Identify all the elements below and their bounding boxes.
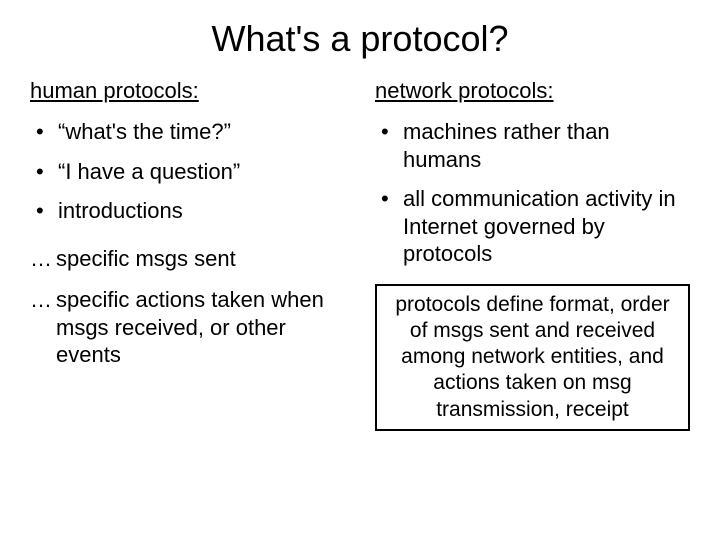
- list-item: …specific actions taken when msgs receiv…: [30, 286, 345, 369]
- ellipsis-icon: …: [30, 245, 52, 273]
- right-bullet-list: machines rather than humans all communic…: [377, 118, 690, 268]
- list-item: introductions: [32, 197, 345, 225]
- columns-container: human protocols: “what's the time?” “I h…: [30, 78, 690, 431]
- list-item-text: specific actions taken when msgs receive…: [56, 287, 324, 367]
- ellipsis-icon: …: [30, 286, 52, 314]
- list-item: all communication activity in Internet g…: [377, 185, 690, 268]
- right-heading: network protocols:: [375, 78, 690, 104]
- left-column: human protocols: “what's the time?” “I h…: [30, 78, 345, 431]
- list-item-text: specific msgs sent: [56, 246, 236, 271]
- left-heading: human protocols:: [30, 78, 345, 104]
- slide-title: What's a protocol?: [30, 18, 690, 60]
- definition-box: protocols define format, order of msgs s…: [375, 284, 690, 431]
- right-column: network protocols: machines rather than …: [375, 78, 690, 431]
- list-item: “I have a question”: [32, 158, 345, 186]
- list-item: machines rather than humans: [377, 118, 690, 173]
- list-item: …specific msgs sent: [30, 245, 345, 273]
- list-item: “what's the time?”: [32, 118, 345, 146]
- left-ellipsis-list: …specific msgs sent …specific actions ta…: [30, 245, 345, 369]
- left-bullet-list: “what's the time?” “I have a question” i…: [32, 118, 345, 225]
